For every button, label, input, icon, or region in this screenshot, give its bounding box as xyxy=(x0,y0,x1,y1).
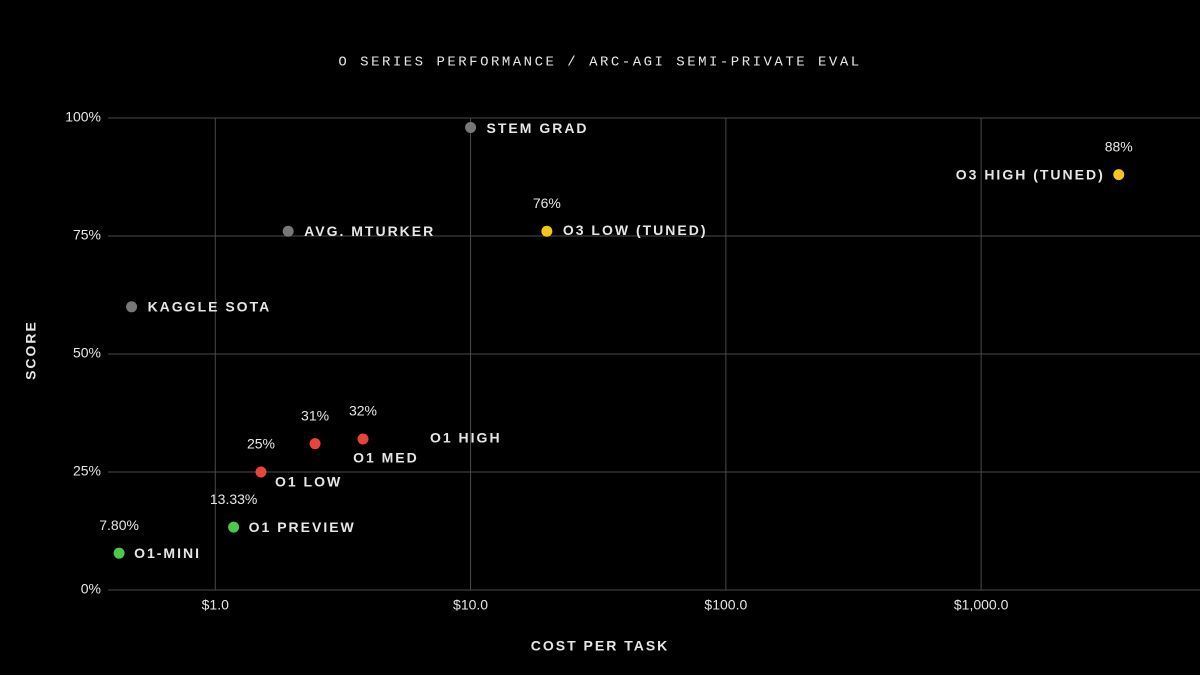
point-name: KAGGLE SOTA xyxy=(148,299,272,315)
point-name: O1-MINI xyxy=(134,545,201,561)
point-name: O1 LOW xyxy=(275,474,342,490)
data-point xyxy=(1113,169,1125,181)
value-label: 88% xyxy=(1105,138,1133,154)
y-tick-label: 50% xyxy=(73,345,101,361)
point-name: O1 PREVIEW xyxy=(249,519,356,535)
data-point xyxy=(228,521,240,533)
y-tick-label: 25% xyxy=(73,463,101,479)
data-point xyxy=(541,225,553,237)
x-tick-label: $1.0 xyxy=(202,597,229,613)
x-tick-label: $1,000.0 xyxy=(954,597,1009,613)
y-tick-label: 100% xyxy=(65,109,101,125)
data-point xyxy=(465,121,477,133)
data-point xyxy=(255,466,267,478)
point-name: O1 HIGH xyxy=(430,430,502,446)
y-tick-label: 75% xyxy=(73,227,101,243)
x-tick-label: $10.0 xyxy=(453,597,488,613)
y-axis-label: SCORE xyxy=(23,320,39,380)
value-label: 31% xyxy=(301,407,329,423)
data-point xyxy=(309,438,321,450)
value-label: 32% xyxy=(349,403,377,419)
x-tick-label: $100.0 xyxy=(704,597,747,613)
value-label: 13.33% xyxy=(210,491,257,507)
x-axis-label: COST PER TASK xyxy=(531,638,670,654)
chart-title: O SERIES PERFORMANCE / ARC-AGI SEMI-PRIV… xyxy=(338,55,861,71)
point-name: O3 LOW (TUNED) xyxy=(563,222,708,238)
value-label: 25% xyxy=(247,436,275,452)
data-point xyxy=(113,547,125,559)
point-name: STEM GRAD xyxy=(487,120,589,136)
y-tick-label: 0% xyxy=(81,581,101,597)
value-label: 7.80% xyxy=(99,517,139,533)
data-point xyxy=(282,225,294,237)
data-point xyxy=(357,433,369,445)
point-name: O3 HIGH (TUNED) xyxy=(956,166,1105,182)
point-name: O1 MED xyxy=(353,449,419,465)
point-name: AVG. MTURKER xyxy=(304,223,435,239)
data-point xyxy=(126,301,138,313)
value-label: 76% xyxy=(533,195,561,211)
